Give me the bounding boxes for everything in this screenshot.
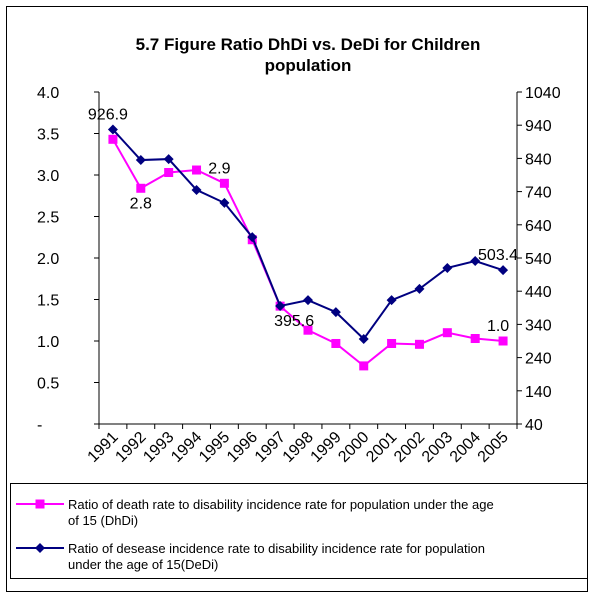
point [219,197,230,208]
y-tick-label: - [37,417,42,434]
point [219,178,229,188]
legend [10,483,588,579]
y-tick-label: 3.5 [37,127,59,144]
point [470,255,481,266]
point [498,336,508,346]
y-tick-label: 1.0 [37,334,59,351]
y2-tick-label: 940 [525,118,552,135]
point [275,300,286,311]
point [387,338,397,348]
point [359,361,369,371]
y2-tick-label: 240 [525,351,552,368]
y2-tick-label: 740 [525,185,552,202]
point [191,184,202,195]
y2-tick-label: 40 [525,417,543,434]
y-tick-label: 3.0 [37,168,59,185]
y2-tick-label: 840 [525,151,552,168]
data-label: 395.6 [274,313,314,330]
point [414,283,425,294]
point [303,325,313,335]
y2-tick-label: 140 [525,384,552,401]
legend-marker [35,499,45,509]
legend-label: Ratio of death rate to disability incide… [68,497,494,528]
point [414,339,424,349]
y-tick-label: 2.0 [37,251,59,268]
y-tick-label: 1.5 [37,293,59,310]
point [107,124,118,135]
y-tick-label: 2.5 [37,210,59,227]
point [442,328,452,338]
point [163,154,174,165]
point [331,338,341,348]
point [164,168,174,178]
data-label: 926.9 [88,107,128,124]
y2-tick-label: 1040 [525,85,561,102]
y-tick-label: 4.0 [37,85,59,102]
legend-label: Ratio of desease incidence rate to disab… [68,541,485,572]
point [442,262,453,273]
point [386,295,397,306]
point [247,232,258,243]
point [192,165,202,175]
point [330,307,341,318]
chart-title: 5.7 Figure Ratio DhDi vs. DeDi for Child… [136,35,481,75]
point [136,183,146,193]
y2-tick-label: 440 [525,284,552,301]
data-label: 1.0 [487,318,509,335]
data-label: 503.4 [478,247,518,264]
point [358,334,369,345]
point [303,295,313,306]
y2-tick-label: 540 [525,251,552,268]
data-label: 2.8 [130,195,152,212]
legend-marker [35,543,45,553]
point [135,155,146,166]
point [108,134,118,144]
y2-tick-label: 340 [525,317,552,334]
point [470,334,480,344]
data-label: 2.9 [208,160,230,177]
point [498,265,509,276]
y-tick-label: 0.5 [37,376,59,393]
y2-tick-label: 640 [525,218,552,235]
